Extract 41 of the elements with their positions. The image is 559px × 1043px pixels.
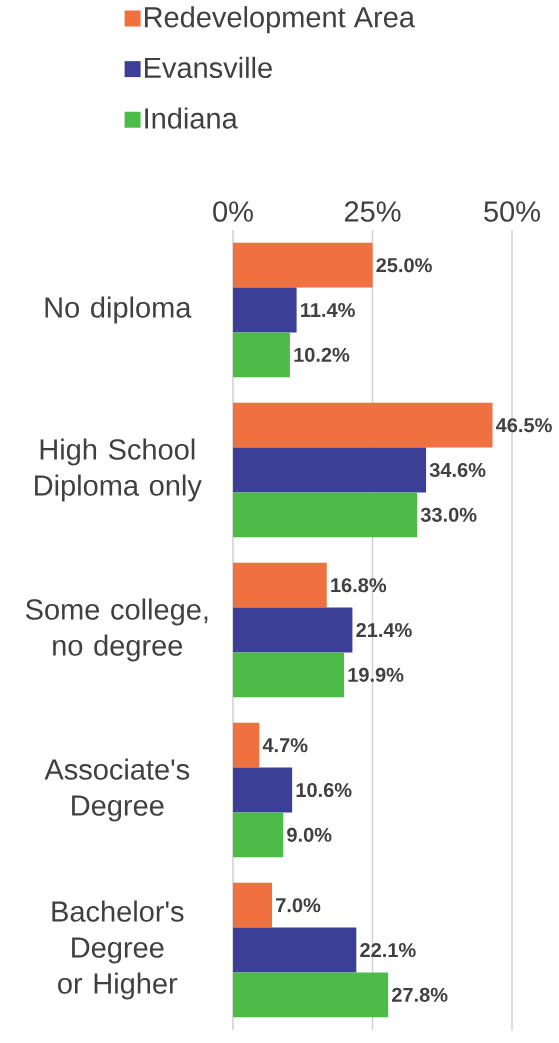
data-label: 22.1% (360, 942, 416, 958)
bar (233, 242, 373, 288)
bar (233, 447, 427, 493)
data-label: 10.2% (294, 347, 350, 362)
data-label: 4.7% (262, 738, 308, 753)
bar (233, 652, 345, 698)
bar (233, 812, 284, 858)
y-tick-label: High School Diploma only (35, 438, 202, 502)
data-label: 21.4% (356, 622, 412, 638)
bar (233, 767, 293, 813)
y-tick-label: Bachelor's Degree or Higher (52, 900, 184, 1000)
legend-label: Evansville (144, 56, 272, 79)
data-label: 34.6% (429, 462, 486, 478)
bar (233, 562, 327, 608)
data-label: 9.0% (287, 827, 332, 842)
data-label: 33.0% (420, 507, 477, 522)
data-label: 46.5% (495, 418, 552, 433)
legend-label: Indiana (145, 107, 238, 129)
bar (233, 722, 260, 768)
data-label: 19.9% (348, 667, 404, 682)
legend-label: Redevelopment Area (144, 6, 415, 34)
data-label: 11.4% (301, 302, 355, 318)
data-label: 7.0% (276, 898, 321, 913)
data-label: 10.6% (296, 782, 352, 798)
x-tick-label: 50% (484, 201, 540, 222)
bar (233, 492, 418, 538)
data-label: 16.8% (331, 578, 387, 593)
bar (233, 882, 273, 928)
bar (233, 402, 493, 448)
data-label: 25.0% (376, 258, 432, 273)
bar (233, 607, 353, 653)
bar (233, 332, 290, 378)
bar (233, 287, 297, 333)
x-tick-label: 25% (344, 201, 401, 222)
x-tick-label: 0% (213, 201, 253, 222)
bar (233, 927, 357, 973)
data-label: 27.8% (392, 987, 448, 1002)
y-tick-label: No diploma (45, 296, 192, 324)
y-tick-label: Some college, no degree (25, 598, 208, 662)
y-tick-label: Associate's Degree (44, 758, 190, 822)
bar (233, 972, 389, 1018)
